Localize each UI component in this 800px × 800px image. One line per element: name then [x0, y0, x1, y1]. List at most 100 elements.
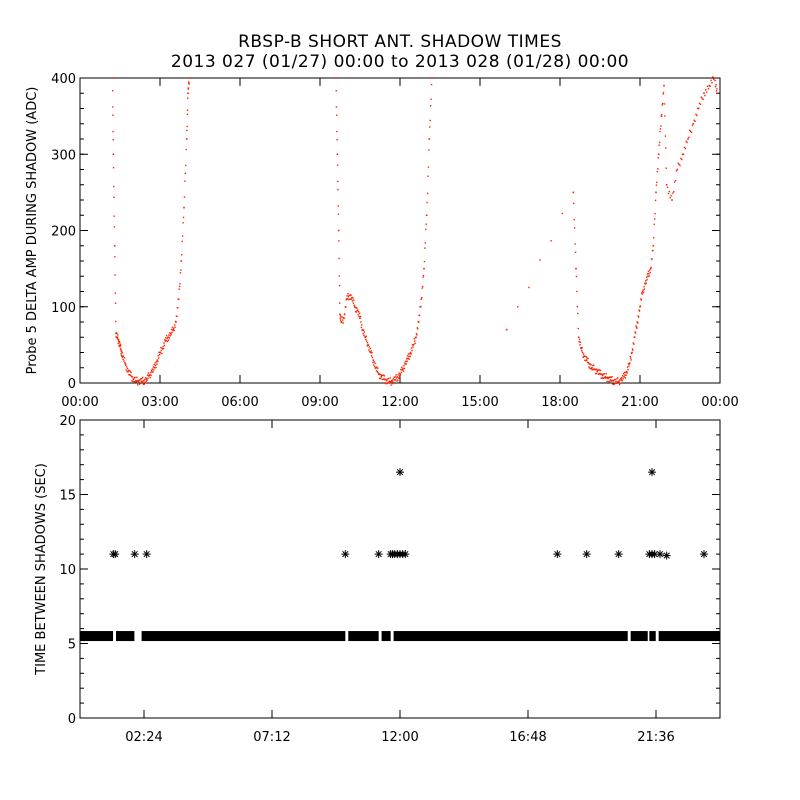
data-point [691, 124, 694, 127]
data-point [182, 216, 185, 219]
data-point [137, 384, 139, 386]
data-point [414, 336, 417, 339]
data-point [362, 329, 365, 332]
data-point [396, 376, 399, 378]
data-point [632, 342, 635, 344]
data-point [152, 366, 155, 368]
y-tick-label: 100 [51, 301, 76, 316]
data-point [578, 338, 581, 340]
data-point [706, 85, 709, 88]
data-point [617, 377, 619, 379]
data-point [715, 84, 717, 86]
data-point [167, 336, 169, 339]
y-axis-label: Probe 5 DELTA AMP DURING SHADOW (ADC) [25, 87, 40, 375]
data-point [628, 365, 630, 367]
data-point [397, 377, 400, 379]
x-tick-label: 15:00 [461, 395, 498, 410]
data-point [356, 307, 358, 309]
data-point [620, 379, 623, 381]
data-point [335, 90, 337, 92]
data-point [162, 348, 165, 350]
data-point [644, 282, 646, 285]
data-point [661, 113, 663, 116]
data-point [637, 315, 639, 317]
data-point [185, 164, 187, 167]
data-point [662, 91, 665, 94]
data-point [696, 114, 698, 117]
data-point [577, 336, 580, 339]
data-point [138, 383, 141, 385]
data-point [363, 334, 365, 336]
data-point [141, 377, 143, 380]
baseline-band [80, 631, 114, 642]
data-point [373, 364, 375, 366]
data-point [581, 346, 583, 349]
data-point [385, 382, 387, 384]
data-point [712, 76, 714, 78]
data-point [179, 272, 182, 274]
data-point [420, 305, 422, 308]
data-point [354, 306, 356, 309]
data-point [149, 371, 152, 374]
data-point [115, 320, 117, 323]
data-point [368, 349, 370, 351]
data-point [667, 192, 670, 195]
data-point [349, 298, 351, 300]
data-point [168, 334, 170, 336]
data-point [367, 344, 370, 346]
data-point [129, 374, 131, 376]
data-point [161, 352, 163, 355]
data-point [111, 550, 120, 559]
data-point [426, 201, 428, 204]
data-point [396, 468, 404, 477]
data-point [133, 381, 136, 383]
data-point [601, 374, 604, 377]
data-point [179, 282, 181, 285]
data-point [595, 368, 597, 371]
data-point [409, 355, 411, 357]
data-point [392, 382, 394, 385]
data-point [112, 153, 115, 156]
data-point [140, 378, 142, 380]
data-point [392, 378, 395, 380]
data-point [372, 359, 375, 361]
data-point [361, 329, 363, 332]
chart-title-line1: RBSP-B SHORT ANT. SHADOW TIMES [238, 32, 562, 52]
data-point [156, 359, 159, 361]
data-point [183, 206, 185, 209]
data-point [407, 353, 410, 355]
data-point [662, 551, 671, 560]
data-point [388, 380, 391, 383]
star-stroke [700, 550, 708, 558]
data-point [585, 359, 587, 362]
data-point [585, 356, 587, 358]
data-point [708, 84, 711, 87]
data-point [591, 369, 594, 371]
data-point [665, 147, 667, 149]
data-point [574, 251, 577, 254]
data-point [412, 346, 414, 348]
data-point [661, 104, 663, 106]
data-point [597, 373, 599, 375]
data-point [394, 379, 397, 381]
data-point [159, 352, 162, 354]
data-point [630, 352, 633, 355]
data-point [142, 550, 151, 559]
data-point [357, 310, 360, 313]
data-point [116, 336, 118, 339]
star-stroke [583, 550, 590, 558]
data-point [699, 103, 702, 106]
data-point [626, 372, 628, 374]
data-point [130, 371, 132, 374]
data-point [653, 237, 655, 239]
data-point [573, 227, 576, 229]
data-point [609, 376, 611, 378]
baseline-band [658, 631, 720, 642]
star-stroke [143, 550, 150, 558]
data-point [595, 372, 598, 375]
data-point [185, 148, 187, 151]
x-tick-label: 03:00 [141, 395, 178, 410]
x-tick-label: 18:00 [541, 395, 578, 410]
data-point [399, 374, 402, 376]
data-point [608, 376, 611, 379]
